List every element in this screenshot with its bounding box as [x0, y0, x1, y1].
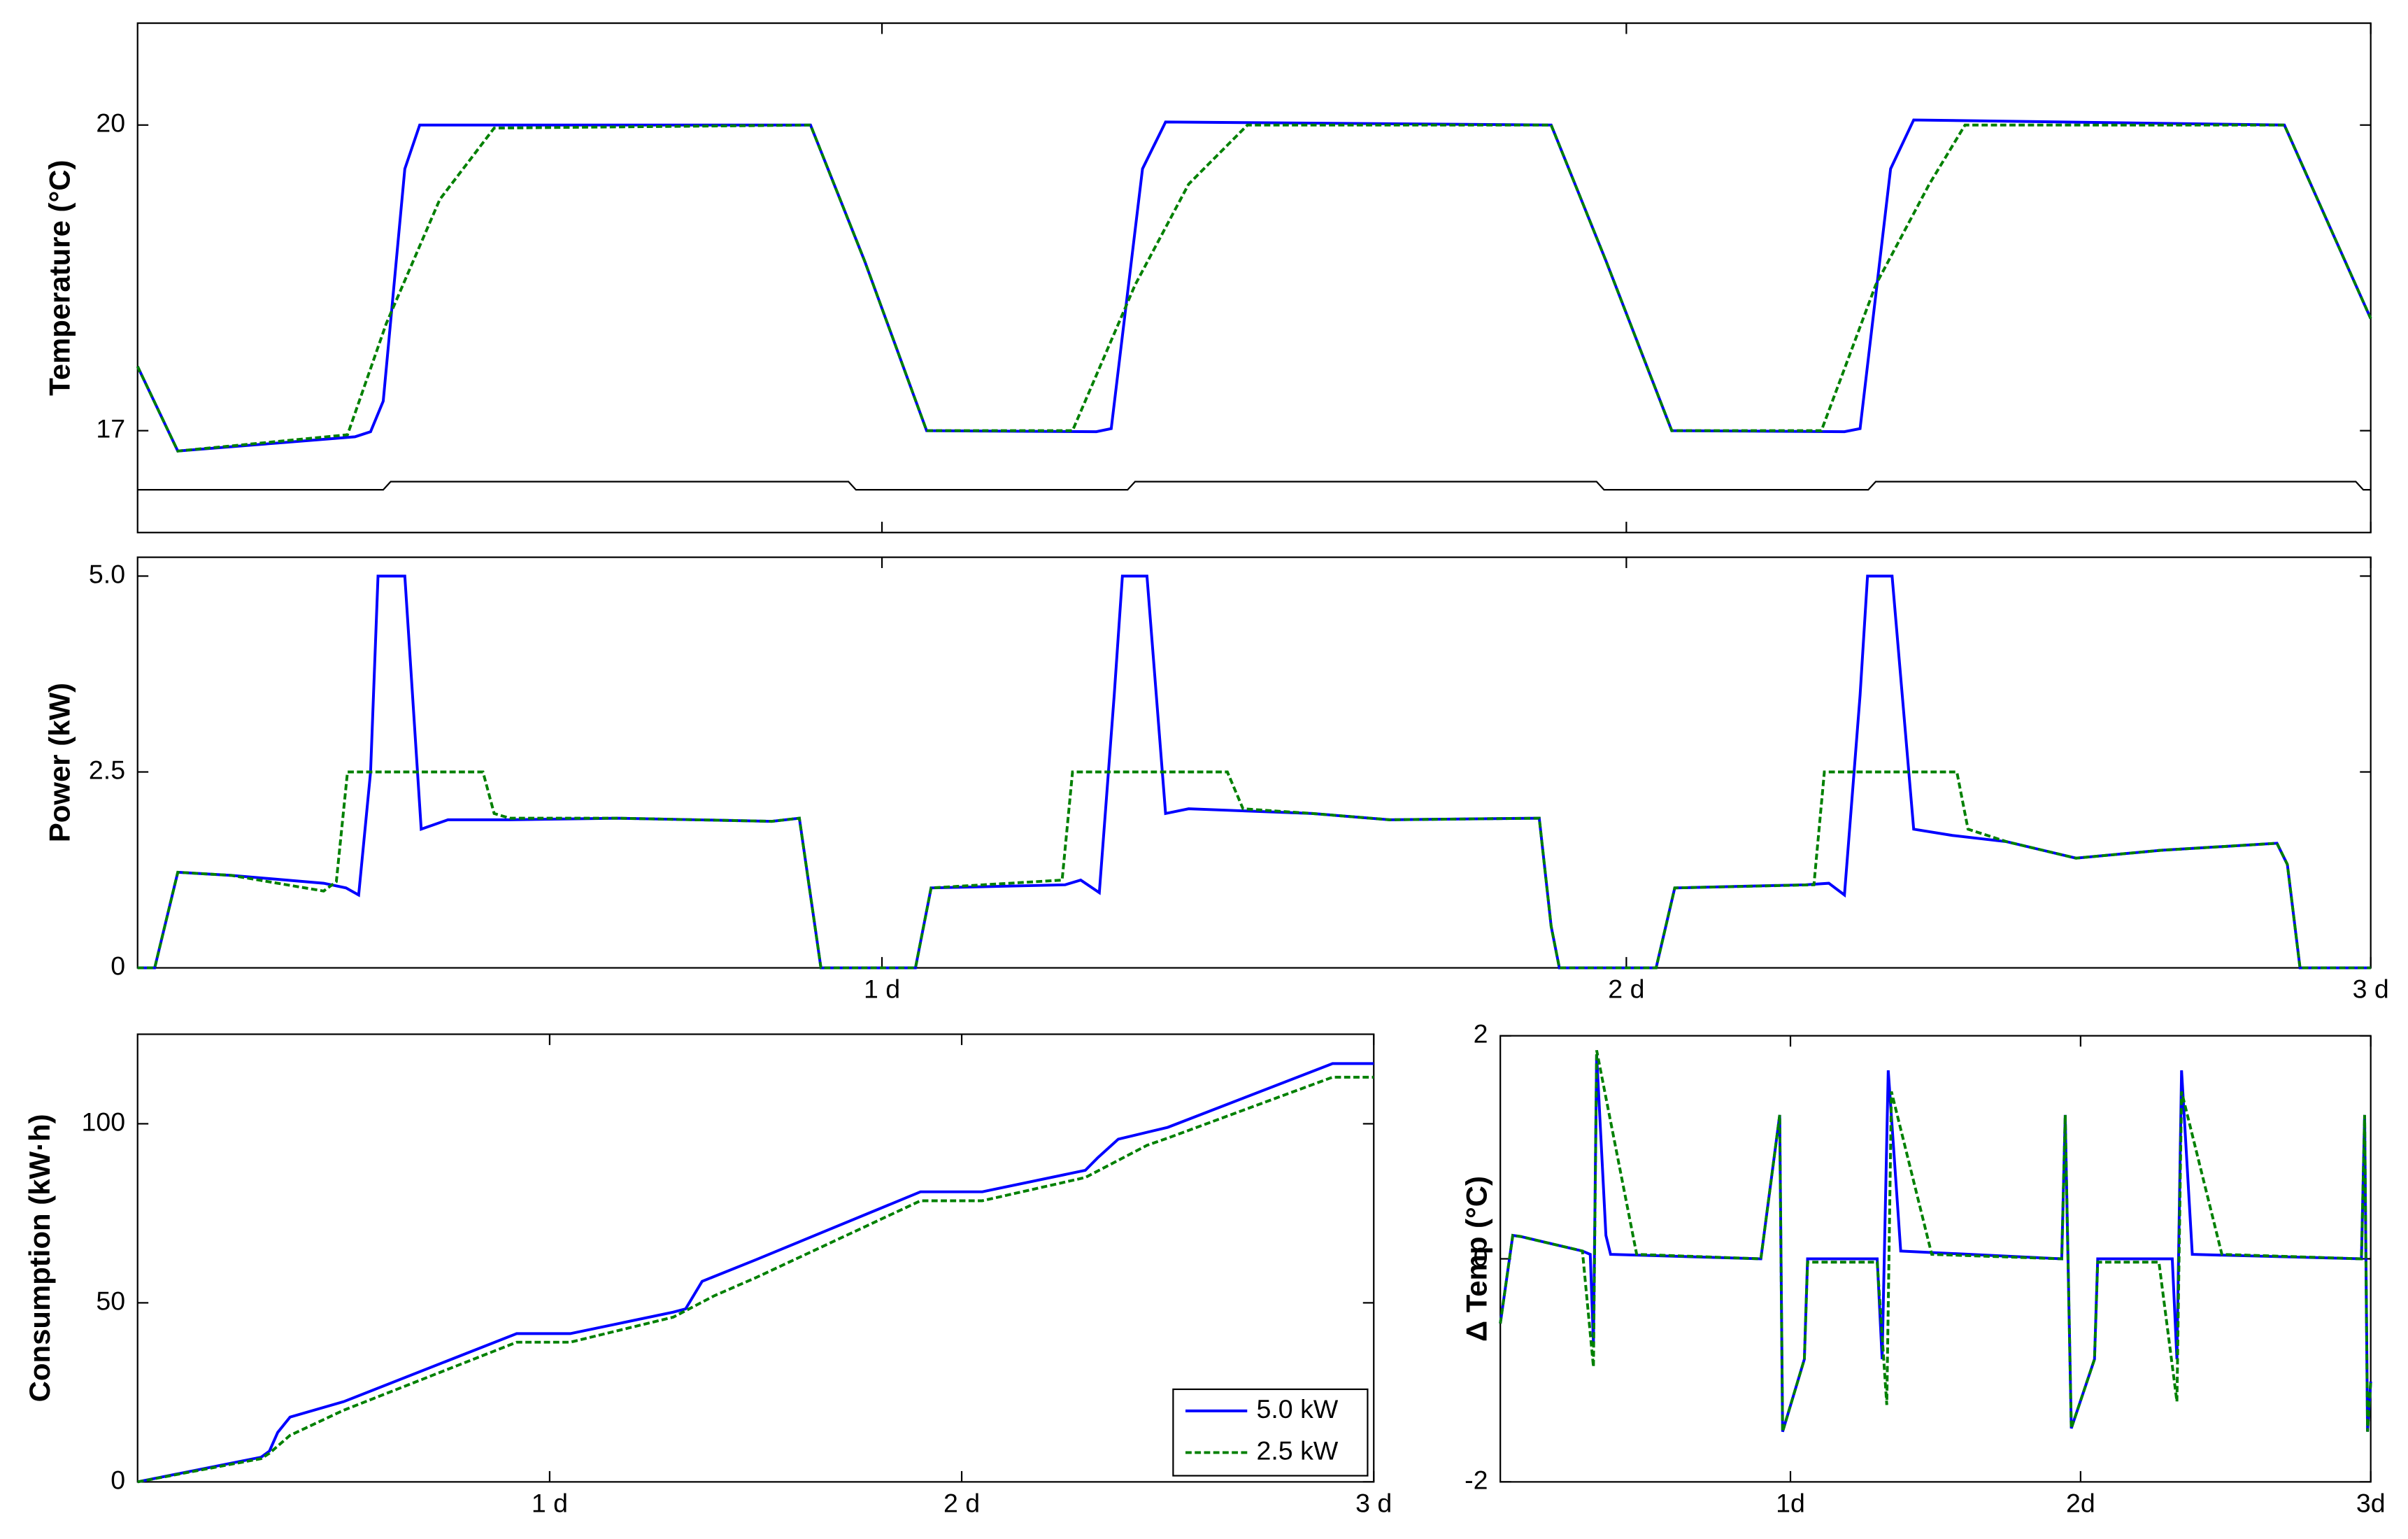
- legend-box: [1172, 1388, 1369, 1477]
- legend-label: 5.0 kW: [1257, 1394, 1339, 1424]
- series-line: [136, 123, 2372, 453]
- plot-frame: [1499, 1035, 2372, 1483]
- y-tick-label: 2.5: [89, 755, 125, 784]
- plot-frame: [136, 556, 2372, 969]
- y-tick-label: 50: [96, 1286, 125, 1315]
- series-line: [137, 1075, 1374, 1484]
- series-line: [137, 1062, 1374, 1484]
- series-line: [1499, 1049, 2372, 1433]
- series-line: [137, 481, 2371, 491]
- series-line: [137, 574, 2371, 970]
- y-tick-label: 2: [1474, 1019, 1488, 1049]
- y-axis-label: Power (kW): [43, 683, 76, 842]
- y-tick-label: -2: [1465, 1465, 1488, 1494]
- y-axis-label: Temperature (°C): [43, 160, 76, 396]
- y-tick-label: 0: [1474, 1242, 1488, 1271]
- y-axis-label: Δ Temp (°C): [1460, 1176, 1492, 1342]
- x-tick-label: 1d: [1776, 1488, 1805, 1517]
- plot-frame: [136, 22, 2372, 534]
- y-tick-label: 20: [96, 108, 125, 138]
- x-tick-label: 1 d: [532, 1488, 568, 1517]
- x-tick-label: 2d: [2066, 1488, 2095, 1517]
- series-line: [1499, 1054, 2372, 1433]
- y-tick-label: 0: [111, 951, 125, 980]
- x-tick-label: 3 d: [2353, 974, 2389, 1004]
- x-tick-label: 3 d: [1355, 1488, 1392, 1517]
- y-tick-label: 17: [96, 414, 125, 444]
- series-line: [137, 770, 2371, 970]
- x-tick-label: 1 d: [864, 974, 900, 1004]
- series-line: [136, 118, 2372, 453]
- y-tick-label: 100: [81, 1107, 125, 1136]
- legend-label: 2.5 kW: [1257, 1435, 1339, 1465]
- x-tick-label: 2 d: [1608, 974, 1644, 1004]
- y-tick-label: 5.0: [89, 559, 125, 588]
- x-tick-label: 2 d: [943, 1488, 980, 1517]
- y-tick-label: 0: [111, 1465, 125, 1494]
- y-axis-label: Consumption (kW·h): [23, 1114, 56, 1402]
- legend: 5.0 kW 2.5 kW: [1172, 1388, 1369, 1477]
- x-tick-label: 3d: [2356, 1488, 2386, 1517]
- plot-frame: [136, 1033, 1375, 1483]
